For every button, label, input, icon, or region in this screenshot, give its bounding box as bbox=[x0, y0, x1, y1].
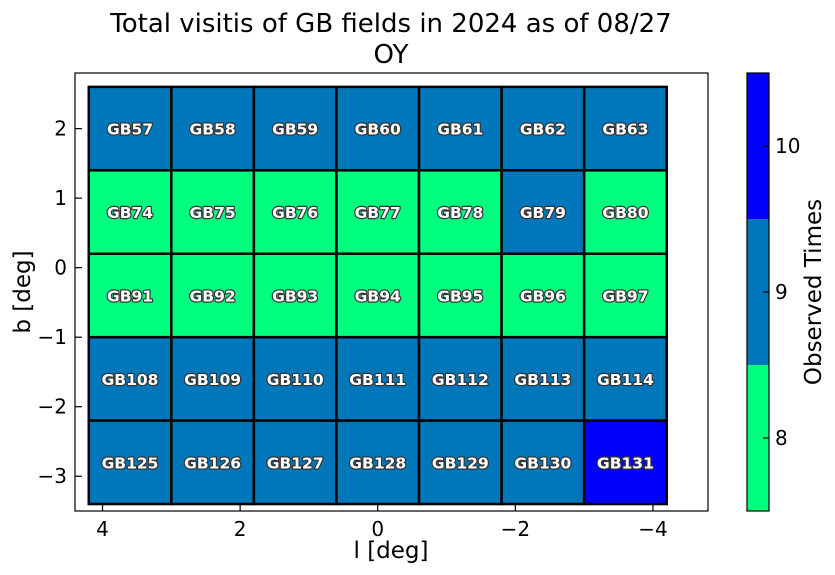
field-label: GB111 bbox=[349, 371, 406, 389]
field-label: GB108 bbox=[102, 371, 159, 389]
field-label: GB62 bbox=[520, 121, 566, 139]
field-label: GB61 bbox=[437, 121, 483, 139]
colorbar-tick-label: 8 bbox=[775, 426, 788, 450]
field-cell bbox=[87, 169, 173, 256]
y-tick-label: −3 bbox=[38, 464, 67, 488]
plot-frame bbox=[74, 72, 709, 512]
field-grid: GB57 GB58 GB59 GB60 GB61 GB62 GB63 GB74 GB75 GB76… bbox=[87, 85, 668, 506]
field-label: GB76 bbox=[272, 204, 318, 222]
field-label: GB110 bbox=[267, 371, 324, 389]
y-tick-label: 0 bbox=[54, 256, 67, 280]
x-tick-label: −2 bbox=[501, 517, 530, 541]
field-cell bbox=[335, 85, 421, 172]
field-cell bbox=[582, 169, 668, 256]
field-cell bbox=[87, 335, 173, 422]
field-label: GB126 bbox=[184, 454, 241, 472]
y-tick-label: 2 bbox=[54, 117, 67, 141]
plot-area: GB57 GB58 GB59 GB60 GB61 GB62 GB63 GB74 GB75 GB76… bbox=[38, 72, 709, 541]
field-label: GB113 bbox=[514, 371, 571, 389]
field-label: GB109 bbox=[184, 371, 241, 389]
colorbar-band bbox=[747, 365, 769, 511]
field-cell bbox=[170, 335, 256, 422]
x-tick-label: 4 bbox=[96, 517, 109, 541]
field-label: GB130 bbox=[514, 454, 571, 472]
field-label: GB78 bbox=[437, 204, 483, 222]
field-cell bbox=[582, 419, 668, 506]
colorbar-tick-label: 9 bbox=[775, 280, 788, 304]
field-label: GB129 bbox=[432, 454, 489, 472]
field-label: GB128 bbox=[349, 454, 406, 472]
x-axis-ticks: 4 2 0 −2 −4 bbox=[96, 504, 668, 541]
field-cell bbox=[417, 169, 503, 256]
field-cell bbox=[500, 252, 586, 339]
field-label: GB77 bbox=[355, 204, 401, 222]
field-label: GB75 bbox=[190, 204, 236, 222]
x-tick-label: −4 bbox=[638, 517, 667, 541]
field-label: GB112 bbox=[432, 371, 489, 389]
field-label: GB63 bbox=[602, 121, 648, 139]
field-label: GB131 bbox=[597, 454, 654, 472]
field-label: GB91 bbox=[107, 287, 153, 305]
y-tick-label: −2 bbox=[38, 395, 67, 419]
field-cell bbox=[252, 252, 338, 339]
field-label: GB95 bbox=[437, 287, 483, 305]
field-label: GB125 bbox=[102, 454, 159, 472]
field-cell bbox=[582, 85, 668, 172]
field-label: GB92 bbox=[190, 287, 236, 305]
field-cell bbox=[87, 252, 173, 339]
colorbar-frame bbox=[746, 72, 770, 512]
field-cell bbox=[170, 419, 256, 506]
chart-title: Total visitis of GB fields in 2024 as of… bbox=[109, 9, 671, 39]
field-label: GB60 bbox=[355, 121, 401, 139]
colorbar-tick-label: 10 bbox=[775, 134, 800, 158]
field-cell bbox=[87, 419, 173, 506]
y-axis-label: b [deg] bbox=[10, 250, 36, 333]
field-label: GB79 bbox=[520, 204, 566, 222]
field-cell bbox=[417, 335, 503, 422]
colorbar-band bbox=[747, 73, 769, 219]
colorbar-band bbox=[747, 219, 769, 365]
field-label: GB96 bbox=[520, 287, 566, 305]
field-label: GB80 bbox=[602, 204, 648, 222]
field-cell bbox=[170, 169, 256, 256]
field-cell bbox=[500, 85, 586, 172]
y-tick-label: −1 bbox=[38, 325, 67, 349]
field-label: GB58 bbox=[190, 121, 236, 139]
y-tick-label: 1 bbox=[54, 186, 67, 210]
x-axis-label: l [deg] bbox=[354, 538, 429, 564]
field-label: GB127 bbox=[267, 454, 324, 472]
field-label: GB93 bbox=[272, 287, 318, 305]
colorbar: 8 9 10 bbox=[746, 72, 800, 512]
field-cell bbox=[335, 419, 421, 506]
field-label: GB74 bbox=[107, 204, 153, 222]
x-tick-label: 2 bbox=[234, 517, 247, 541]
field-label: GB59 bbox=[272, 121, 318, 139]
colorbar-label: Observed Times bbox=[801, 199, 827, 385]
field-label: GB57 bbox=[107, 121, 153, 139]
y-axis-ticks: −3 −2 −1 0 1 2 bbox=[38, 117, 82, 488]
field-cell bbox=[252, 419, 338, 506]
field-label: GB114 bbox=[597, 371, 654, 389]
field-cell bbox=[170, 252, 256, 339]
field-label: GB97 bbox=[602, 287, 648, 305]
field-label: GB94 bbox=[355, 287, 401, 305]
field-cell bbox=[335, 169, 421, 256]
chart-subtitle: OY bbox=[374, 40, 409, 70]
field-cell bbox=[500, 335, 586, 422]
x-tick-label: 0 bbox=[371, 517, 384, 541]
